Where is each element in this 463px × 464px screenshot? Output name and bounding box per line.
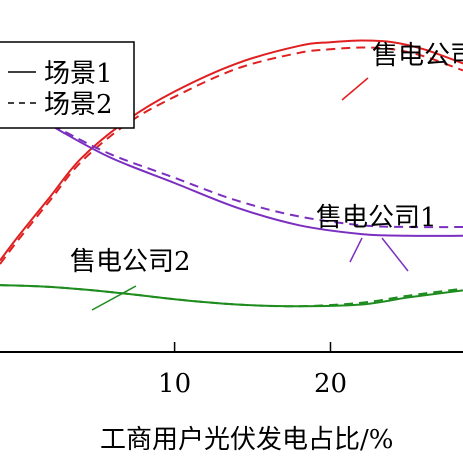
- annotation-retailer-1: 售电公司1: [316, 203, 437, 233]
- legend-label-scenario-2: 场景2: [44, 90, 113, 120]
- annotations: 售电公司 售电公司1 售电公司2: [70, 41, 463, 311]
- series-line-retailer-scenario-1: [0, 39, 463, 262]
- annotation-leader-retailer-2: [91, 285, 137, 311]
- annotation-retailer-2: 售电公司2: [70, 247, 191, 277]
- legend-box: [0, 41, 135, 129]
- annotation-retailer: 售电公司: [372, 41, 463, 71]
- x-tick-label-10: 10: [158, 369, 191, 399]
- legend: 场景1 场景2: [0, 41, 135, 129]
- annotation-leader-retailer: [341, 77, 369, 101]
- series-line-retailer-scenario-2: [0, 46, 463, 265]
- annotation-leader-retailer-1-a: [349, 237, 363, 263]
- series-line-retailer-2-scenario-1: [0, 284, 463, 308]
- x-axis-label: 工商用户光伏发电占比/%: [100, 425, 393, 455]
- series-layer: [0, 39, 463, 308]
- annotation-leader-retailer-1-b: [381, 237, 409, 272]
- legend-label-scenario-1: 场景1: [44, 59, 113, 89]
- series-line-retailer-2-scenario-2: [0, 284, 463, 308]
- x-tick-label-20: 20: [314, 369, 347, 399]
- x-axis-ticks: 10 20: [158, 342, 347, 399]
